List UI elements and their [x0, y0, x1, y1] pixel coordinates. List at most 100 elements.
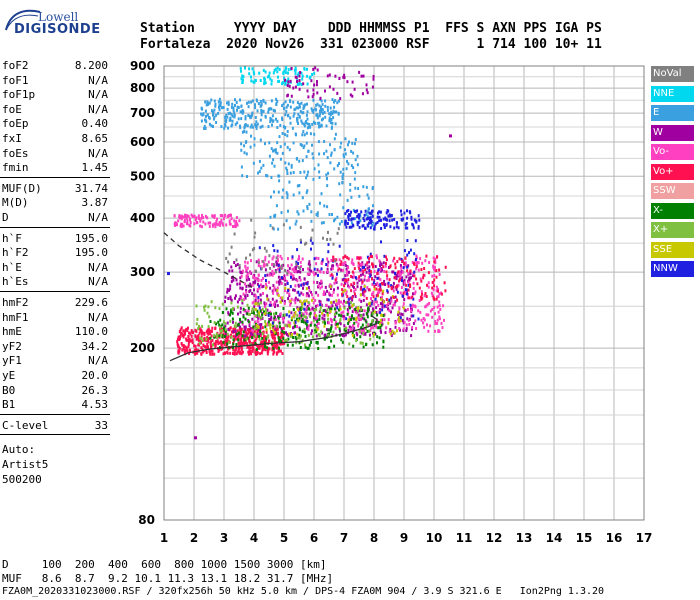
data-point [167, 272, 170, 276]
data-point [383, 226, 386, 229]
data-point [207, 102, 210, 106]
data-point [240, 148, 243, 152]
data-point [336, 272, 338, 276]
data-point [298, 333, 301, 337]
data-point [356, 223, 359, 227]
data-point [229, 111, 231, 115]
data-point [285, 313, 288, 317]
data-point [256, 309, 259, 313]
data-point [272, 335, 275, 339]
data-point [186, 222, 189, 226]
data-point [311, 329, 313, 333]
data-point [266, 297, 269, 301]
data-point [402, 282, 405, 286]
data-point [200, 330, 203, 333]
logo-lowell: Lowell [38, 10, 79, 24]
data-point [289, 334, 292, 338]
data-point [335, 110, 338, 114]
data-point [400, 218, 403, 222]
data-point [403, 308, 406, 312]
data-point [326, 298, 329, 302]
data-point [267, 125, 270, 129]
data-point [233, 113, 236, 117]
data-point [321, 111, 324, 115]
data-point [306, 126, 309, 130]
data-point [247, 320, 250, 324]
data-point [207, 221, 210, 225]
data-point [265, 337, 268, 341]
data-point [282, 263, 285, 267]
data-point [265, 279, 267, 282]
data-point [319, 201, 321, 205]
data-point [310, 107, 313, 111]
param-label: B0 [2, 383, 16, 397]
data-point [276, 141, 279, 145]
data-point [338, 244, 341, 248]
data-point [393, 217, 396, 221]
data-point [261, 326, 264, 330]
data-point [319, 109, 321, 113]
data-point [348, 225, 351, 229]
data-point [257, 102, 260, 106]
data-point [272, 284, 275, 288]
data-point [412, 292, 414, 296]
data-point [292, 274, 295, 278]
data-point [187, 214, 190, 218]
data-point [380, 263, 383, 266]
data-point [270, 147, 273, 151]
data-point [360, 326, 363, 330]
data-point [270, 107, 273, 111]
data-point [302, 282, 305, 286]
data-point [367, 276, 370, 280]
data-point [210, 98, 213, 102]
data-point [343, 299, 345, 303]
data-point [352, 317, 355, 321]
data-point [318, 269, 321, 273]
y-tick-label: 200 [130, 341, 155, 355]
data-point [364, 268, 367, 271]
data-point [330, 301, 333, 304]
data-point [244, 330, 247, 334]
data-point [327, 171, 330, 175]
data-point [184, 349, 187, 353]
data-point [315, 308, 318, 311]
data-point [344, 137, 347, 141]
data-point [336, 293, 339, 297]
data-point [286, 343, 289, 347]
legend-item-e: E [651, 105, 694, 121]
data-point [303, 105, 306, 109]
data-point [359, 318, 362, 321]
data-point [253, 305, 256, 309]
data-point [348, 285, 351, 289]
data-point [243, 126, 246, 130]
data-point [317, 121, 320, 125]
data-point [264, 268, 267, 272]
data-point [225, 344, 228, 348]
data-point [437, 295, 440, 299]
data-point [182, 344, 185, 348]
data-point [209, 336, 212, 340]
data-point [277, 346, 280, 350]
data-point [198, 217, 201, 220]
data-point [304, 345, 307, 349]
data-point [306, 122, 309, 126]
data-point [224, 119, 227, 123]
data-point [303, 327, 306, 331]
data-point [399, 328, 401, 332]
data-point [432, 256, 435, 260]
data-point [329, 121, 332, 125]
data-point [350, 210, 352, 214]
data-point [341, 177, 344, 180]
data-point [351, 314, 353, 318]
data-point [264, 81, 267, 85]
data-point [221, 222, 224, 226]
data-point [244, 327, 247, 331]
param-value: 195.0 [74, 246, 108, 260]
data-point [352, 262, 355, 266]
data-point [331, 112, 334, 115]
data-point [264, 322, 267, 326]
data-point [371, 85, 374, 89]
data-point [316, 68, 319, 72]
data-point [320, 124, 323, 128]
data-point [189, 224, 192, 228]
